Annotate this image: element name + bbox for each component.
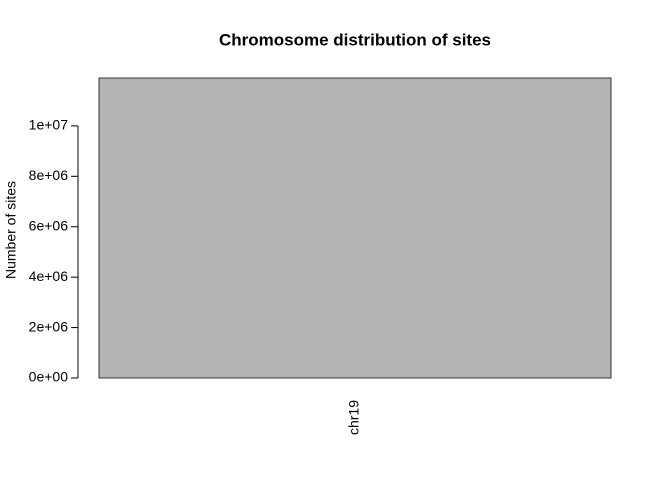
y-tick-label: 8e+06 <box>29 167 69 183</box>
x-tick-label: chr19 <box>346 400 362 435</box>
y-tick-label: 4e+06 <box>29 268 69 284</box>
y-tick-label: 2e+06 <box>29 318 69 334</box>
chart-title: Chromosome distribution of sites <box>219 30 491 49</box>
y-tick-label: 6e+06 <box>29 217 69 233</box>
bar <box>98 77 612 379</box>
y-tick-label: 0e+00 <box>29 369 69 385</box>
y-axis-label: Number of sites <box>3 181 19 279</box>
y-tick-label: 1e+07 <box>29 117 69 133</box>
